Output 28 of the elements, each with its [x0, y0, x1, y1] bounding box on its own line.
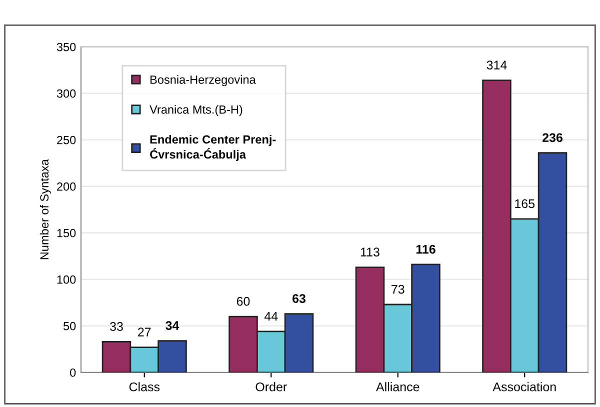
- data-label: 113: [360, 248, 380, 256]
- legend-label: Vranica Mts.(B-H): [150, 105, 242, 116]
- y-axis-title: Number of Syntaxa: [40, 159, 51, 260]
- y-tick-label: 300: [56, 89, 76, 98]
- data-label: 27: [138, 328, 151, 336]
- x-tick-label: Order: [256, 382, 287, 392]
- data-label: 44: [264, 312, 278, 321]
- x-tick-label: Class: [129, 382, 160, 392]
- y-tick-label: 0: [70, 368, 76, 377]
- y-tick-label: 350: [56, 42, 76, 52]
- y-tick-label: 150: [57, 228, 76, 238]
- data-label: 314: [486, 60, 507, 70]
- y-tick-label: 250: [57, 136, 76, 144]
- data-label: 116: [416, 244, 436, 254]
- x-tick-label: Alliance: [376, 382, 420, 392]
- y-tick-label: 100: [57, 275, 76, 284]
- legend-label: Endemic Center Prenj- Ćvrsnica-Ćabulja: [150, 134, 276, 161]
- legend-label: Bosnia-Herzegovina: [150, 75, 256, 86]
- data-label: 73: [392, 284, 404, 294]
- y-tick-label: 200: [57, 182, 76, 191]
- data-label: 165: [515, 199, 535, 208]
- data-label: 34: [166, 321, 180, 330]
- y-tick-label: 50: [63, 322, 76, 330]
- x-tick-label: Association: [492, 382, 556, 392]
- data-label: 63: [292, 294, 306, 304]
- data-label: 60: [236, 296, 250, 306]
- data-label: 236: [542, 133, 562, 142]
- data-label: 33: [110, 322, 123, 331]
